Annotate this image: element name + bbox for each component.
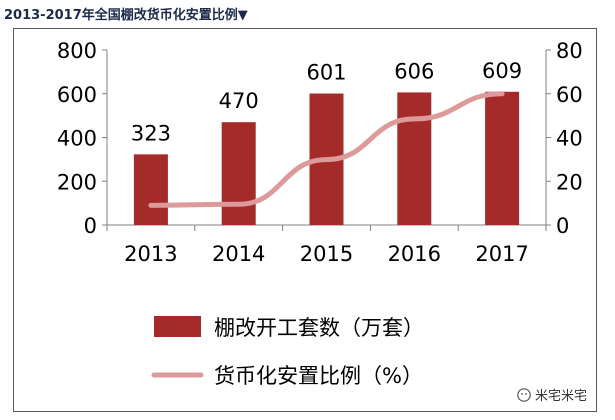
- bar-2017: [485, 91, 520, 225]
- bar-data-label-2013: 323: [131, 121, 171, 145]
- watermark: 米宅米宅: [513, 384, 590, 405]
- bar-data-label-2015: 601: [306, 61, 346, 85]
- bar-2014: [221, 122, 256, 225]
- bar-data-label-2014: 470: [219, 89, 259, 113]
- y-left-tick-label: 600: [57, 83, 97, 107]
- y-left-tick-label: 0: [84, 214, 97, 238]
- legend-label-line: 货币化安置比例（%）: [214, 364, 423, 388]
- legend-swatch-bar: [154, 316, 201, 337]
- x-tick-label-2017: 2017: [475, 242, 528, 266]
- y-right-tick-label: 40: [556, 127, 583, 151]
- chart-frame: 0 200 400 600 800 0 20 40 60 80 323 2013 470 2014 601 2…: [13, 28, 597, 412]
- bar-data-label-2016: 606: [394, 59, 434, 83]
- x-tick-label-2015: 2015: [300, 242, 353, 266]
- bar-2013: [133, 154, 168, 225]
- y-left-tick-label: 400: [57, 127, 97, 151]
- x-tick-label-2013: 2013: [124, 242, 177, 266]
- watermark-text: 米宅米宅: [534, 389, 587, 404]
- x-tick-label-2016: 2016: [388, 242, 441, 266]
- y-left-tick-label: 200: [57, 170, 97, 194]
- y-right-tick-label: 20: [556, 170, 583, 194]
- line-series-ratio: [148, 91, 505, 208]
- y-right-tick-label: 60: [556, 83, 583, 107]
- wechat-icon: [517, 387, 531, 402]
- chart: 0 200 400 600 800 0 20 40 60 80 323 2013 470 2014 601 2…: [57, 39, 583, 388]
- page-title: 2013-2017年全国棚改货币化安置比例▼: [4, 8, 248, 23]
- legend-label-bar: 棚改开工套数（万套）: [214, 316, 424, 340]
- y-right-tick-label: 0: [556, 214, 569, 238]
- bar-2016: [397, 92, 432, 225]
- y-left-tick-label: 800: [57, 39, 97, 63]
- y-right-tick-label: 80: [556, 39, 583, 63]
- x-tick-label-2014: 2014: [212, 242, 265, 266]
- bar-data-label-2017: 609: [482, 59, 522, 83]
